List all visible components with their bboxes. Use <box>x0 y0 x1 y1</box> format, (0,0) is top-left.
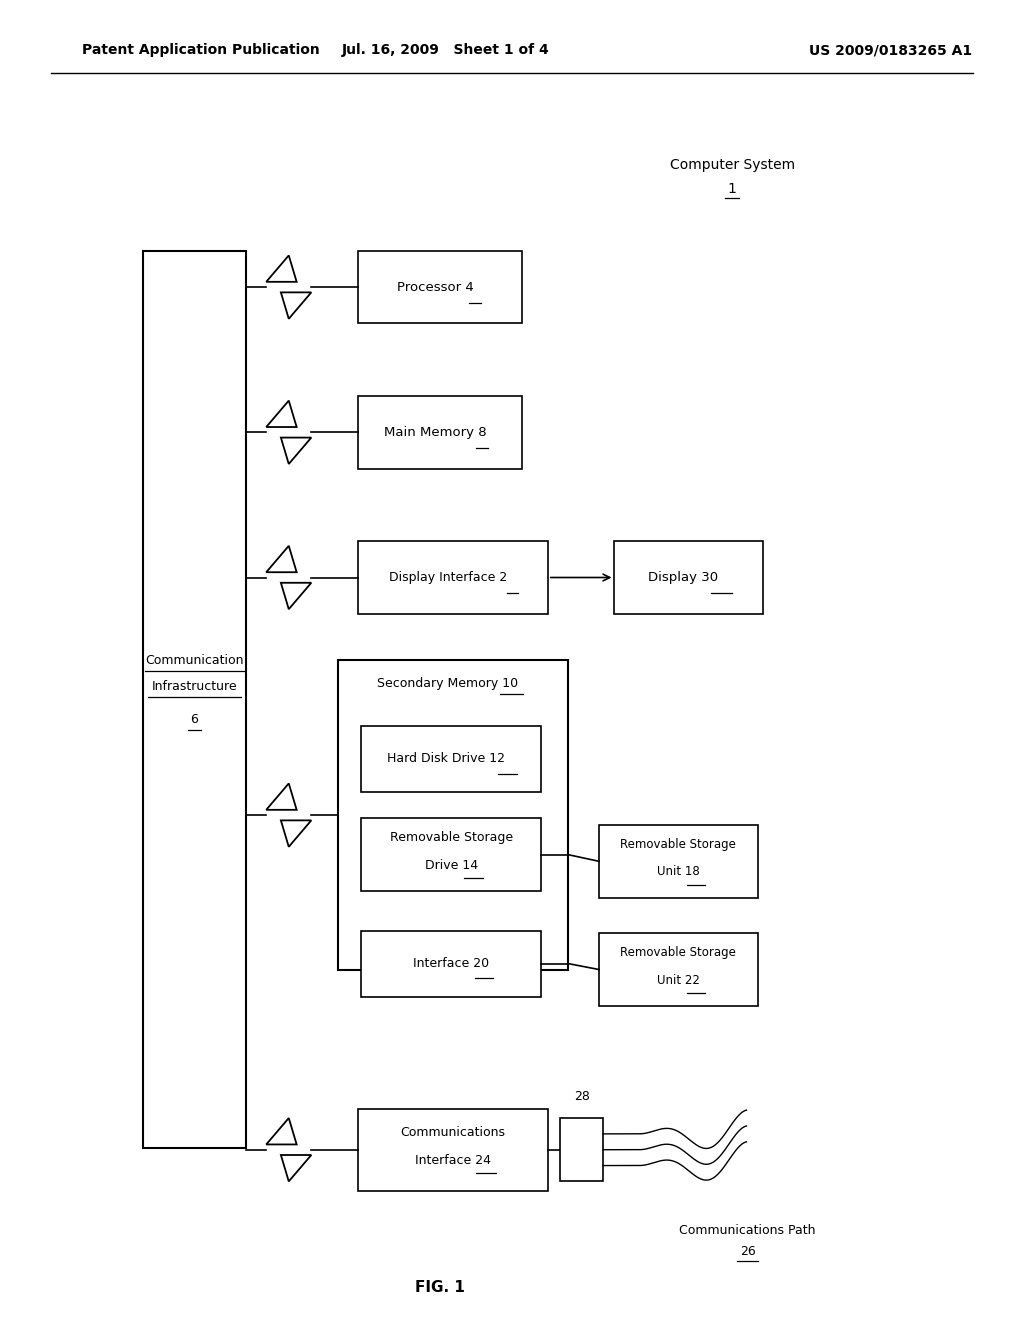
Text: Hard Disk Drive 12: Hard Disk Drive 12 <box>387 752 505 766</box>
Text: Drive 14: Drive 14 <box>425 859 477 871</box>
Text: Main Memory 8: Main Memory 8 <box>384 426 486 438</box>
Text: Infrastructure: Infrastructure <box>152 680 238 693</box>
Text: Interface 20: Interface 20 <box>413 957 489 970</box>
Text: Unit 18: Unit 18 <box>657 866 699 878</box>
FancyBboxPatch shape <box>614 541 763 614</box>
Text: 26: 26 <box>739 1245 756 1258</box>
Text: Removable Storage: Removable Storage <box>621 838 736 850</box>
Text: FIG. 1: FIG. 1 <box>416 1279 465 1295</box>
Text: Communications: Communications <box>400 1126 506 1139</box>
Text: Secondary Memory 10: Secondary Memory 10 <box>378 677 518 690</box>
Text: Communication: Communication <box>145 653 244 667</box>
Text: Interface 24: Interface 24 <box>415 1154 492 1167</box>
Text: Jul. 16, 2009   Sheet 1 of 4: Jul. 16, 2009 Sheet 1 of 4 <box>342 44 549 57</box>
FancyBboxPatch shape <box>338 660 568 970</box>
Text: Display Interface 2: Display Interface 2 <box>389 572 507 583</box>
FancyBboxPatch shape <box>358 541 548 614</box>
Text: 6: 6 <box>190 713 199 726</box>
FancyBboxPatch shape <box>361 726 541 792</box>
Text: 28: 28 <box>573 1090 590 1104</box>
Text: Communications Path: Communications Path <box>679 1224 816 1237</box>
FancyBboxPatch shape <box>358 396 522 469</box>
Text: Removable Storage: Removable Storage <box>389 832 513 843</box>
Text: US 2009/0183265 A1: US 2009/0183265 A1 <box>809 44 973 57</box>
FancyBboxPatch shape <box>361 931 541 997</box>
Text: Patent Application Publication: Patent Application Publication <box>82 44 319 57</box>
Text: Unit 22: Unit 22 <box>657 974 699 986</box>
FancyBboxPatch shape <box>361 818 541 891</box>
Text: 1: 1 <box>728 182 736 195</box>
FancyBboxPatch shape <box>143 251 246 1148</box>
Text: Removable Storage: Removable Storage <box>621 946 736 958</box>
FancyBboxPatch shape <box>358 1109 548 1191</box>
FancyBboxPatch shape <box>560 1118 603 1181</box>
Text: Display 30: Display 30 <box>648 572 719 583</box>
FancyBboxPatch shape <box>358 251 522 323</box>
FancyBboxPatch shape <box>599 933 758 1006</box>
Text: Computer System: Computer System <box>670 158 795 172</box>
Text: Processor 4: Processor 4 <box>397 281 473 293</box>
FancyBboxPatch shape <box>599 825 758 898</box>
